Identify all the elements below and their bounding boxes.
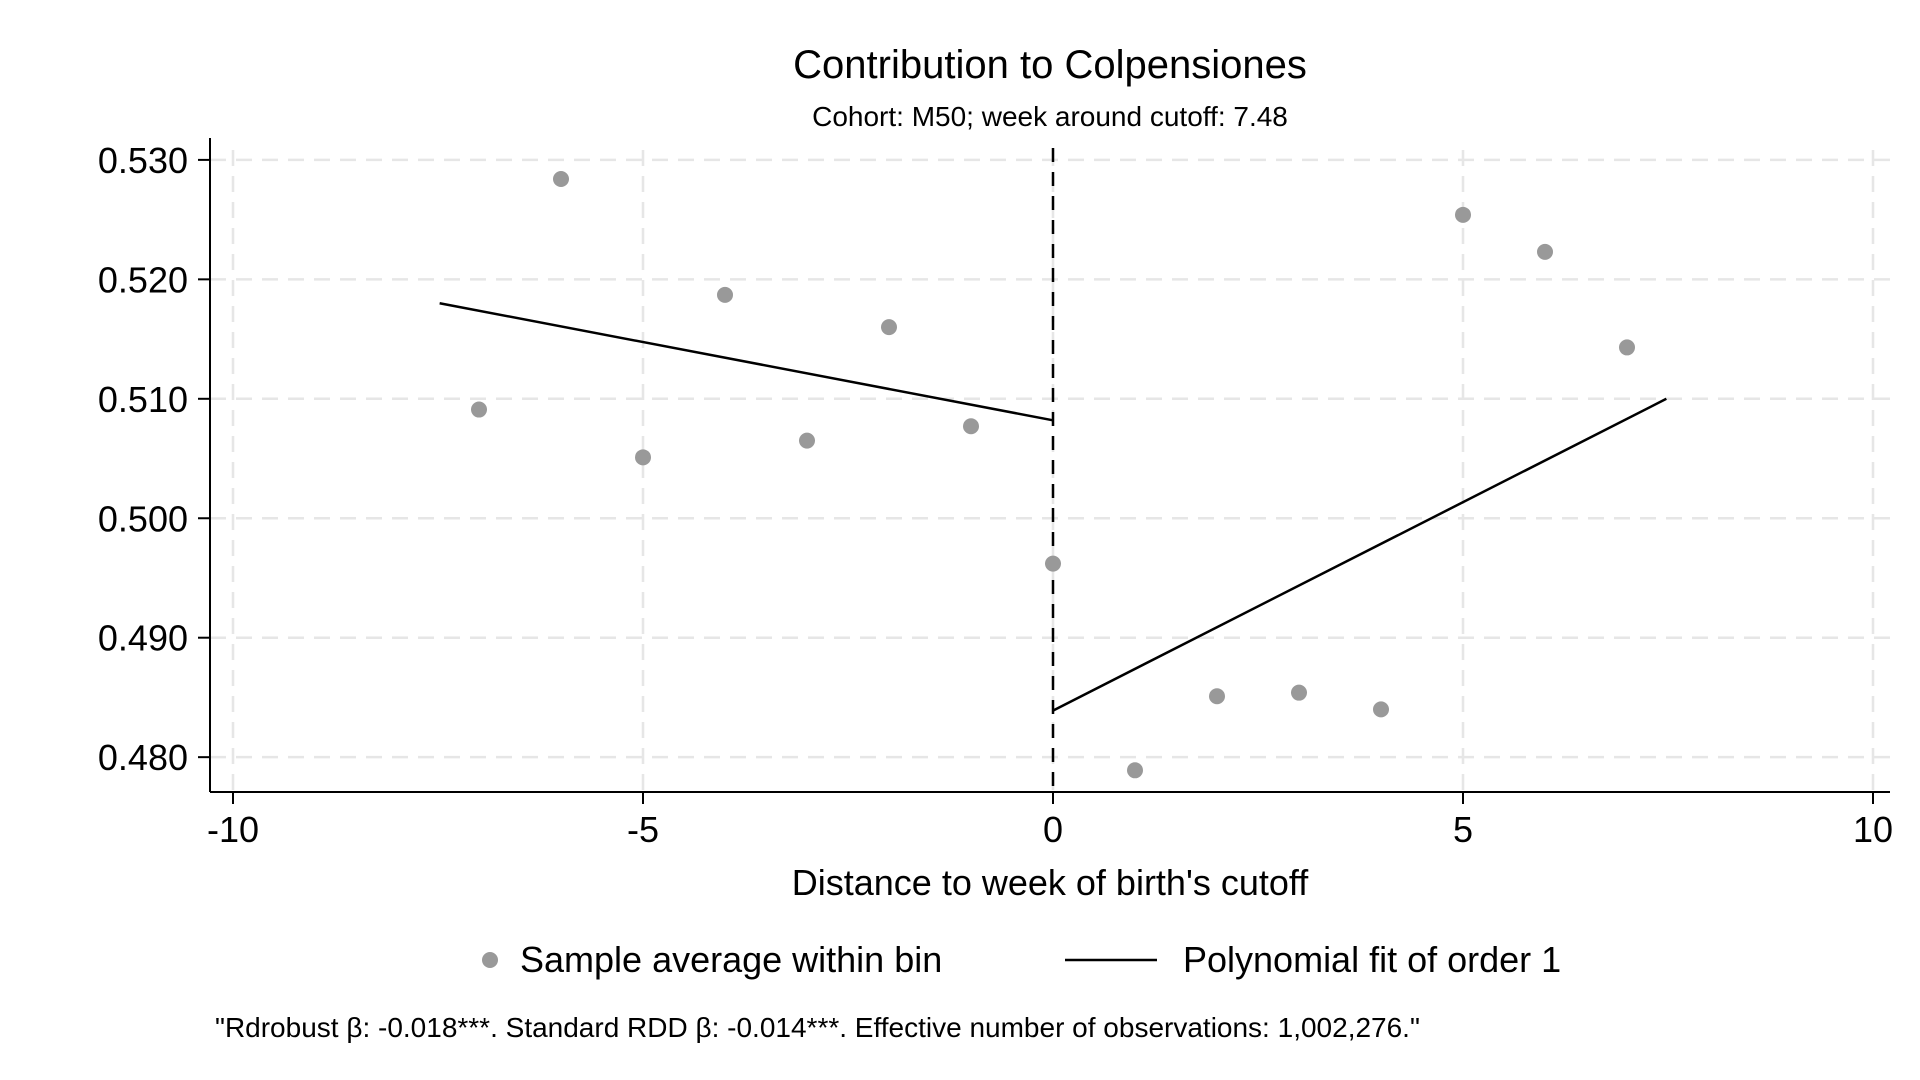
fit-line-segment-1 xyxy=(1052,397,1667,712)
chart-note: "Rdrobust β: -0.018***. Standard RDD β: … xyxy=(215,1012,1420,1043)
data-point-14 xyxy=(1619,339,1635,356)
y-tick-label-1: 0.490 xyxy=(98,618,188,659)
data-point-4 xyxy=(799,432,815,449)
data-point-12 xyxy=(1455,206,1471,223)
data-point-8 xyxy=(1127,762,1143,779)
x-axis-label: Distance to week of birth's cutoff xyxy=(792,862,1309,903)
data-point-1 xyxy=(553,171,569,188)
axes xyxy=(198,138,1890,804)
x-tick-label-1: -5 xyxy=(627,809,659,850)
scatter-points xyxy=(471,171,1635,779)
chart-title: Contribution to Colpensiones xyxy=(793,43,1307,87)
x-tick-label-3: 5 xyxy=(1453,809,1473,850)
data-point-13 xyxy=(1537,243,1553,260)
data-point-3 xyxy=(717,286,733,303)
y-tick-label-3: 0.510 xyxy=(98,379,188,420)
y-tick-label-2: 0.500 xyxy=(98,498,188,539)
data-point-6 xyxy=(963,418,979,435)
gridlines xyxy=(210,150,1890,792)
y-tick-label-0: 0.480 xyxy=(98,737,188,778)
x-tick-label-2: 0 xyxy=(1043,809,1063,850)
data-point-9 xyxy=(1209,688,1225,705)
tick-labels: 0.480 0.490 0.500 0.510 0.520 0.530 -10 -5 0 5 10 xyxy=(98,140,1893,850)
legend-marker-points xyxy=(482,952,498,968)
data-point-2 xyxy=(635,449,651,466)
chart-subtitle: Cohort: M50; week around cutoff: 7.48 xyxy=(812,101,1288,132)
data-point-5 xyxy=(881,319,897,336)
fit-line-segment-0 xyxy=(439,302,1054,422)
data-point-10 xyxy=(1291,684,1307,701)
data-point-11 xyxy=(1373,701,1389,718)
y-tick-label-4: 0.520 xyxy=(98,259,188,300)
x-tick-label-0: -10 xyxy=(207,809,259,850)
legend-label-points: Sample average within bin xyxy=(520,939,942,980)
fit-lines xyxy=(439,302,1667,712)
legend: Sample average within bin Polynomial fit… xyxy=(482,939,1561,980)
y-tick-label-5: 0.530 xyxy=(98,140,188,181)
data-point-0 xyxy=(471,401,487,418)
x-tick-label-4: 10 xyxy=(1853,809,1893,850)
data-point-7 xyxy=(1045,555,1061,572)
legend-label-fit: Polynomial fit of order 1 xyxy=(1183,939,1561,980)
